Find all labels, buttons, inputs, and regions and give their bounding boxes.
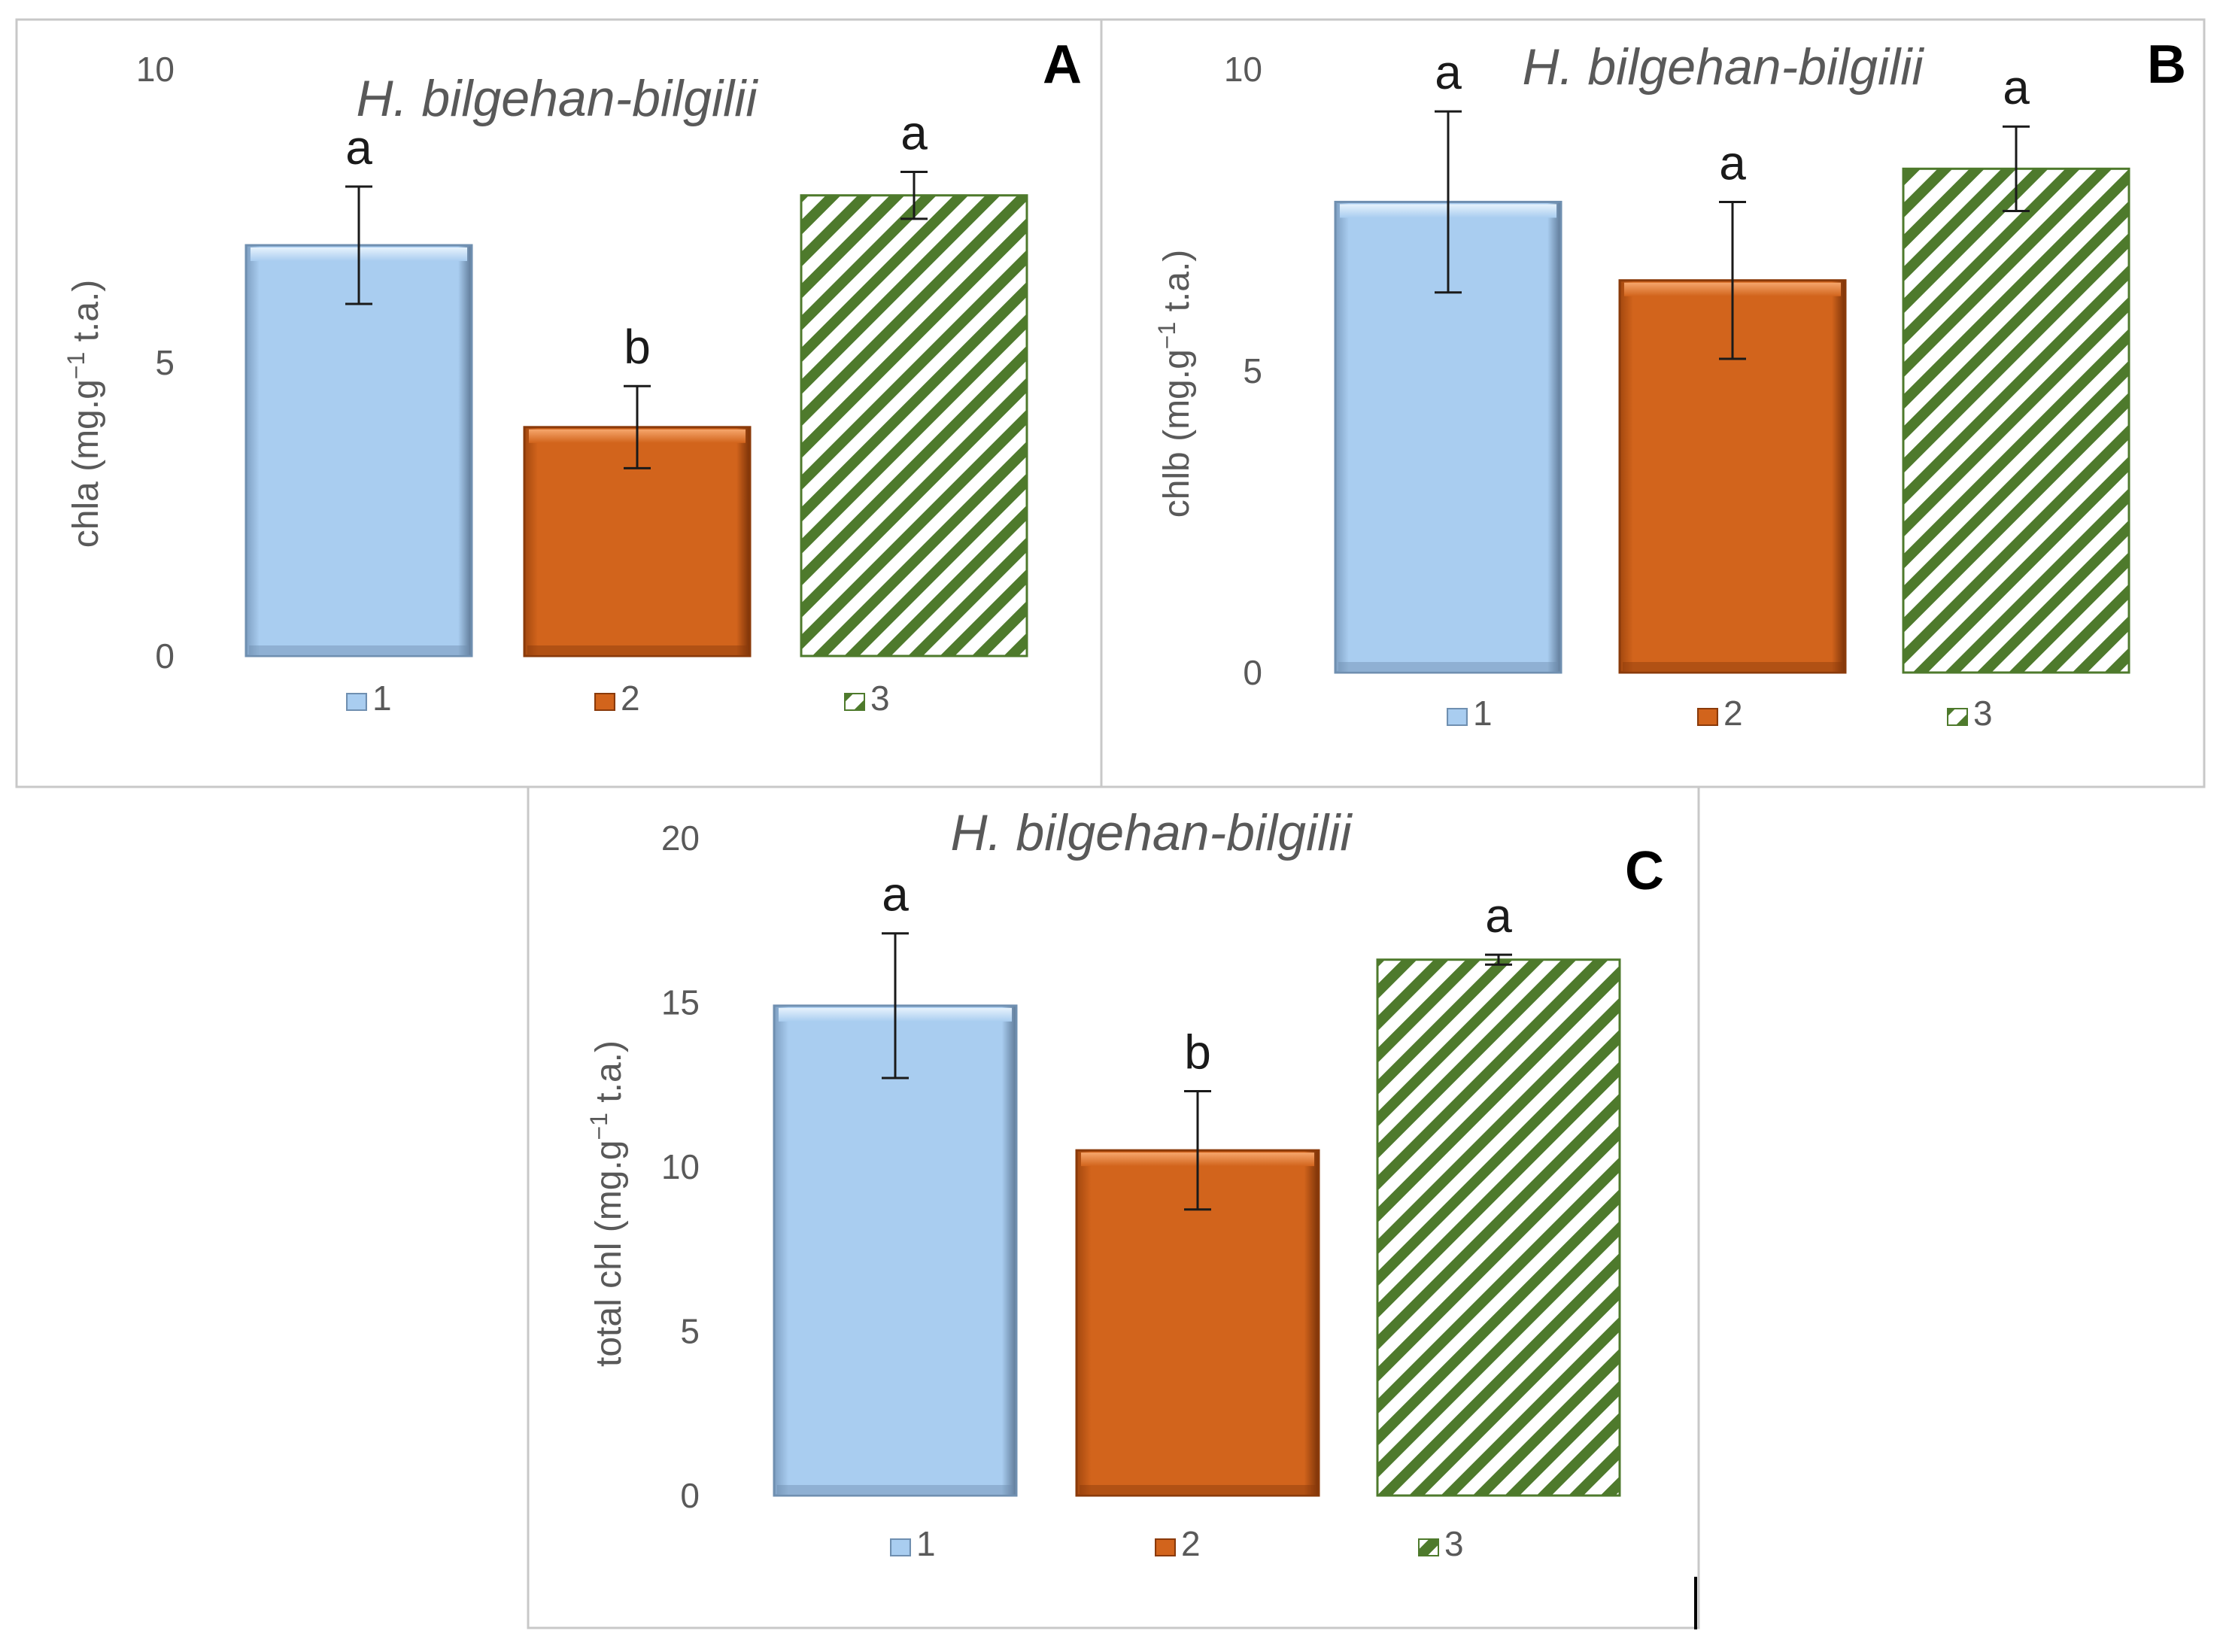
panel-label: C xyxy=(1625,841,1664,901)
legend-label: 1 xyxy=(1473,694,1493,733)
y-tick-label: 15 xyxy=(661,983,700,1022)
y-tick-label: 5 xyxy=(155,343,175,382)
significance-label: a xyxy=(2003,60,2030,114)
y-tick-label: 0 xyxy=(680,1476,700,1515)
y-tick-label: 10 xyxy=(1224,50,1262,89)
y-tick-label: 10 xyxy=(136,50,175,89)
bar-3 xyxy=(800,194,1028,657)
chart-title: H. bilgehan-bilgilii xyxy=(357,70,759,127)
y-tick-label: 0 xyxy=(155,636,175,676)
significance-label: a xyxy=(882,867,909,922)
y-tick-label: 5 xyxy=(680,1312,700,1351)
significance-label: a xyxy=(900,106,928,160)
chart-panel-a: H. bilgehan-bilgilii A chla (mg.g−1 t.a.… xyxy=(62,35,1082,718)
panel-label: A xyxy=(1043,35,1082,95)
significance-label: a xyxy=(1485,888,1512,943)
legend-swatch-3 xyxy=(1947,708,1968,726)
bar-3 xyxy=(1376,958,1621,1497)
bar-shadow-1 xyxy=(249,645,469,654)
y-tick-label: 0 xyxy=(1243,653,1262,692)
significance-label: a xyxy=(345,120,372,175)
bar-shadow-1 xyxy=(1338,662,1558,671)
y-axis-label: chla (mg.g−1 t.a.) xyxy=(62,280,106,548)
legend-swatch-2 xyxy=(594,693,615,711)
panel-c-frame xyxy=(527,785,1700,1629)
legend-swatch-2 xyxy=(1697,708,1718,726)
chart-panel-c: H. bilgehan-bilgilii C total chl (mg.g−1… xyxy=(585,804,1664,1563)
y-tick-label: 10 xyxy=(661,1147,700,1186)
bar-shadow-1 xyxy=(777,1485,1013,1494)
legend-swatch-1 xyxy=(1447,708,1468,726)
legend-swatch-2 xyxy=(1155,1538,1176,1556)
legend-label: 3 xyxy=(1444,1524,1464,1563)
chart-panel-b: H. bilgehan-bilgilii B chlb (mg.g−1 t.a.… xyxy=(1153,35,2186,733)
bar-shadow-2 xyxy=(527,645,747,654)
legend-label: 1 xyxy=(372,679,392,718)
legend-label: 3 xyxy=(870,679,890,718)
legend-swatch-3 xyxy=(844,693,865,711)
chart-title: H. bilgehan-bilgilii xyxy=(951,804,1353,861)
panel-label: B xyxy=(2147,35,2186,95)
bar-1 xyxy=(773,1004,1018,1497)
legend-swatch-1 xyxy=(346,693,367,711)
y-axis-label: total chl (mg.g−1 t.a.) xyxy=(585,1040,629,1367)
legend-label: 2 xyxy=(1181,1524,1201,1563)
significance-label: a xyxy=(1435,45,1462,99)
bar-3 xyxy=(1902,167,2130,674)
significance-label: b xyxy=(624,320,651,374)
legend-label: 2 xyxy=(621,679,640,718)
y-tick-label: 20 xyxy=(661,818,700,858)
legend-label: 1 xyxy=(916,1524,936,1563)
y-axis-label: chlb (mg.g−1 t.a.) xyxy=(1153,250,1197,518)
chart-title: H. bilgehan-bilgilii xyxy=(1523,38,1925,96)
significance-label: b xyxy=(1184,1025,1211,1079)
legend-label: 2 xyxy=(1723,694,1743,733)
bar-shadow-2 xyxy=(1623,662,1842,671)
legend-swatch-1 xyxy=(890,1538,911,1556)
legend-label: 3 xyxy=(1973,694,1993,733)
y-tick-label: 5 xyxy=(1243,351,1262,390)
bar-shadow-2 xyxy=(1080,1485,1316,1494)
legend-swatch-3 xyxy=(1418,1538,1439,1556)
bar-1 xyxy=(244,244,473,657)
significance-label: a xyxy=(1719,135,1746,190)
